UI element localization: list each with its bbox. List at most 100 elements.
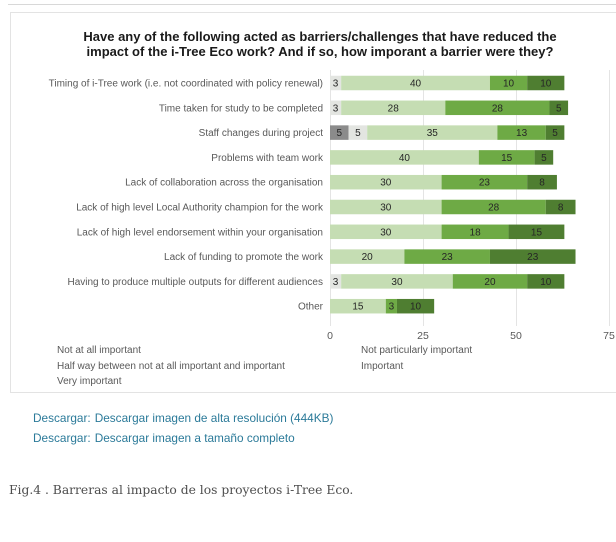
chart-title: Have any of the following acted as barri… xyxy=(83,29,557,59)
bar-value-label: 30 xyxy=(380,203,392,214)
bar-segment xyxy=(549,100,569,116)
bar-value-label: 3 xyxy=(333,79,339,90)
download-row-full-size: Descargar: Descargar imagen a tamaño comp… xyxy=(33,428,295,448)
bar-segment xyxy=(545,199,576,215)
x-tick-label: 25 xyxy=(417,330,429,342)
category-label: Staff changes during project xyxy=(199,128,324,139)
bar-value-label: 30 xyxy=(380,227,392,238)
labels: 0 25 50 75 Timing of i-Tree work (i.e. not c… xyxy=(49,79,615,343)
legend-item-half-way: Half way between not at all important an… xyxy=(57,361,285,372)
bar-segment xyxy=(348,125,368,140)
bar-segment xyxy=(330,199,442,215)
bar-segment xyxy=(330,150,479,165)
bar-value-label: 15 xyxy=(501,153,513,164)
bar-segment xyxy=(497,125,546,140)
bar-value-label: 28 xyxy=(492,103,504,114)
bar-value-label: 13 xyxy=(516,128,528,139)
bar-segment xyxy=(367,125,498,140)
bar-segment xyxy=(527,75,565,91)
bar-segment xyxy=(489,249,576,264)
legend-item-not-at-all-important: Not at all important xyxy=(57,345,141,356)
bar-segment xyxy=(452,274,528,289)
category-label: Problems with team work xyxy=(211,153,324,164)
bar-value-label: 5 xyxy=(541,153,547,164)
category-label: Lack of funding to promote the work xyxy=(164,252,324,263)
download-prefix: Descargar: xyxy=(33,431,91,445)
bars xyxy=(330,75,576,314)
bar-value-label: 23 xyxy=(442,252,454,263)
bar-value-label: 23 xyxy=(527,252,539,263)
download-prefix: Descargar: xyxy=(33,411,91,425)
category-label: Other xyxy=(298,302,324,313)
bar-value-label: 30 xyxy=(380,178,392,189)
bar-value-label: 20 xyxy=(362,252,374,263)
bar-value-label: 35 xyxy=(427,128,439,139)
bar-segment xyxy=(330,224,442,240)
bar-value-label: 28 xyxy=(388,103,400,114)
bar-value-label: 5 xyxy=(337,128,343,139)
bar-value-label: 5 xyxy=(556,103,562,114)
bar-segment xyxy=(341,100,446,116)
bar-value-label: 10 xyxy=(503,79,515,90)
bar-segment xyxy=(534,150,554,165)
bar-segment xyxy=(527,174,557,190)
bar-segment xyxy=(489,75,528,91)
bar-value-label: 3 xyxy=(389,302,395,313)
bar-segment xyxy=(330,125,349,140)
bar-segment xyxy=(441,174,528,190)
x-tick-label: 0 xyxy=(327,330,333,342)
bar-segment xyxy=(330,75,342,91)
download-high-res-link[interactable]: Descargar imagen de alta resolución (444… xyxy=(94,411,334,425)
bar-segment xyxy=(396,298,435,314)
bar-segment xyxy=(527,274,565,289)
download-full-size-link[interactable]: Descargar imagen a tamaño completo xyxy=(94,431,295,445)
bar-segment xyxy=(404,249,490,264)
legend-item-not-particularly-important: Not particularly important xyxy=(361,345,473,356)
bar-segment xyxy=(341,75,490,91)
bar-value-label: 40 xyxy=(410,79,422,90)
category-label: Timing of i-Tree work (i.e. not coordina… xyxy=(49,79,323,90)
category-label: Time taken for study to be completed xyxy=(159,103,323,114)
x-tick-label: 75 xyxy=(603,330,615,342)
legend-item-very-important: Very important xyxy=(57,376,122,387)
bar-value-label: 8 xyxy=(558,203,564,214)
category-label: Lack of collaboration across the organis… xyxy=(125,178,323,189)
bar-segment xyxy=(385,298,397,314)
bar-value-label: 23 xyxy=(479,178,491,189)
legend-item-important: Important xyxy=(361,361,404,372)
bar-segment xyxy=(330,174,442,190)
x-tick-label: 50 xyxy=(510,330,522,342)
bar-segment xyxy=(330,249,405,264)
bar-segment xyxy=(341,274,453,289)
bar-segment xyxy=(441,199,546,215)
bar-value-label: 5 xyxy=(355,128,361,139)
bar-segment xyxy=(330,298,386,314)
category-label: Having to produce multiple outputs for d… xyxy=(67,277,323,288)
download-row-high-res: Descargar: Descargar imagen de alta resol… xyxy=(33,408,333,428)
figure-caption: Fig.4 . Barreras al impacto de los proye… xyxy=(9,483,354,497)
top-divider xyxy=(8,4,616,5)
bar-value-label: 10 xyxy=(540,277,552,288)
bar-value-label: 10 xyxy=(540,79,552,90)
bar-segment xyxy=(445,100,550,116)
bar-value-label: 15 xyxy=(352,302,364,313)
bar-value-label: 15 xyxy=(531,227,543,238)
category-label: Lack of high level Local Authority champ… xyxy=(76,203,324,214)
bar-value-label: 5 xyxy=(552,128,558,139)
bar-value-label: 18 xyxy=(470,227,482,238)
bar-value-label: 3 xyxy=(333,103,339,114)
bar-value-label: 8 xyxy=(539,178,545,189)
bar-segment xyxy=(508,224,565,240)
bar-segment xyxy=(478,150,535,165)
bar-value-label: 30 xyxy=(391,277,403,288)
bar-segment xyxy=(330,274,342,289)
bar-value-label: 3 xyxy=(333,277,339,288)
stacked-bar-chart: 0 25 50 75 Timing of i-Tree work (i.e. not c… xyxy=(49,70,615,343)
bar-value-label: 10 xyxy=(410,302,422,313)
bar-value-label: 20 xyxy=(484,277,496,288)
bar-segment xyxy=(330,100,342,116)
bar-value-label: 40 xyxy=(399,153,411,164)
bar-segment xyxy=(545,125,565,140)
category-label: Lack of high level endorsement within yo… xyxy=(77,227,323,238)
